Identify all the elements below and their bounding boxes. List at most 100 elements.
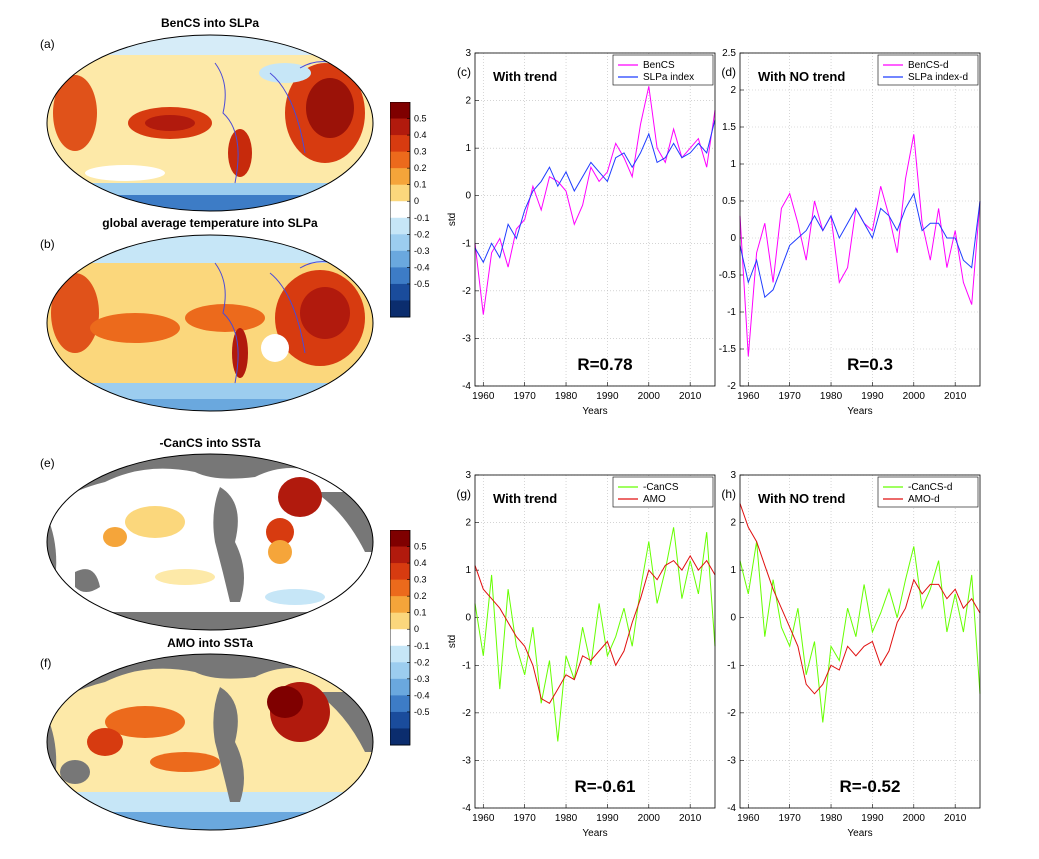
x-tick-label: 1980 xyxy=(555,391,578,402)
legend-entry: AMO-d xyxy=(908,494,940,505)
x-tick-label: 2010 xyxy=(944,391,967,402)
panel-label: (d) xyxy=(721,65,736,79)
colorbar-label: 0.4 xyxy=(414,130,427,140)
plot-area xyxy=(475,53,715,386)
x-tick-label: 1960 xyxy=(472,813,495,824)
panel-label-a: (a) xyxy=(40,37,55,51)
colorbar-label: 0.3 xyxy=(414,147,427,157)
colorbar-swatch xyxy=(390,678,410,696)
colorbar-swatch xyxy=(390,300,410,318)
colorbar-swatch xyxy=(390,250,410,268)
x-tick-label: 2010 xyxy=(944,813,967,824)
legend-box xyxy=(612,54,714,86)
series-line xyxy=(474,527,716,742)
colorbar-label: 0.1 xyxy=(414,180,427,190)
colorbar-bottom: 0.5 0.4 0.3 0.2 0.1 0 -0.1 -0.2 -0.3 -0.4 -0.5 xyxy=(389,529,450,757)
colorbar-label: -0.2 xyxy=(414,657,430,667)
legend-entry: SLPa index-d xyxy=(908,72,968,83)
colorbar-label: -0.5 xyxy=(414,279,430,289)
trend-annotation: With trend xyxy=(493,491,557,506)
y-tick-label: 1 xyxy=(730,159,736,170)
colorbar-swatch xyxy=(390,662,410,680)
y-tick-label: 2 xyxy=(730,518,736,529)
colorbar-label: 0.5 xyxy=(414,542,427,552)
x-tick-label: 1980 xyxy=(820,813,843,824)
legend-box xyxy=(877,476,979,508)
plot-area xyxy=(475,475,715,808)
x-tick-label: 1960 xyxy=(737,391,760,402)
colorbar-frame xyxy=(389,529,411,746)
x-tick-label: 2010 xyxy=(679,391,702,402)
colorbar-swatch xyxy=(390,184,410,202)
map-f-svg xyxy=(46,653,374,831)
chart-c-svg: 1960 1970 1980 1990 2000 2010 -4 -3 -2 -1 0 1 2 3 Year… xyxy=(447,48,716,417)
y-tick-label: 3 xyxy=(465,470,471,481)
y-tick-label: 2.5 xyxy=(722,48,736,59)
x-tick-label: 1970 xyxy=(779,813,802,824)
colorbar-swatch xyxy=(390,102,410,120)
map-b xyxy=(45,233,375,418)
y-tick-label: 0 xyxy=(730,233,736,244)
chart-c: 1960 1970 1980 1990 2000 2010 -4 -3 -2 -1 0 1 2 3 Year… xyxy=(445,45,725,430)
x-axis-label: Years xyxy=(847,406,872,417)
x-tick-label: 1960 xyxy=(472,391,495,402)
plot-frame xyxy=(739,52,981,387)
x-tick-label: 1970 xyxy=(514,813,537,824)
plot-area xyxy=(740,475,980,808)
map-title-b: global average temperature into SLPa xyxy=(102,216,318,230)
correlation-text: R=-0.52 xyxy=(840,777,901,796)
x-axis-label: Years xyxy=(582,828,607,839)
y-tick-label: 2 xyxy=(465,96,471,107)
colorbar-swatch xyxy=(390,579,410,597)
panel-label: (g) xyxy=(456,487,471,501)
colorbar-label: -0.3 xyxy=(414,674,430,684)
trend-annotation: With NO trend xyxy=(758,491,845,506)
correlation-text: R=-0.61 xyxy=(575,777,636,796)
colorbar-label: 0.3 xyxy=(414,575,427,585)
y-tick-label: 3 xyxy=(730,470,736,481)
correlation-text: R=0.78 xyxy=(577,355,632,374)
colorbar-swatch xyxy=(390,234,410,252)
colorbar-frame xyxy=(389,101,411,318)
map-e-svg xyxy=(46,453,374,631)
chart-g: 1960 1970 1980 1990 2000 2010 -4 -3 -2 -1 0 1 2 3 Year… xyxy=(445,467,725,857)
y-tick-label: -1 xyxy=(462,238,471,249)
y-tick-label: -3 xyxy=(727,755,736,766)
colorbar-label: 0.2 xyxy=(414,591,427,601)
y-tick-label: -3 xyxy=(462,333,471,344)
chart-h: 1960 1970 1980 1990 2000 2010 -4 -3 -2 -1 0 1 2 3 Year… xyxy=(710,467,990,857)
map-title-e: -CanCS into SSTa xyxy=(159,436,261,450)
y-tick-label: 1 xyxy=(465,565,471,576)
panel-label: (c) xyxy=(457,65,471,79)
legend-entry: BenCS-d xyxy=(908,60,949,71)
legend-entry: SLPa index xyxy=(643,72,694,83)
colorbar-swatch xyxy=(390,728,410,746)
chart-g-svg: 1960 1970 1980 1990 2000 2010 -4 -3 -2 -1 0 1 2 3 Year… xyxy=(447,470,716,839)
x-tick-label: 2000 xyxy=(638,813,661,824)
legend-entry: -CanCS xyxy=(643,482,679,493)
y-axis-label: std xyxy=(447,213,458,226)
panel-label-f: (f) xyxy=(40,656,52,670)
colorbar-label: 0.1 xyxy=(414,608,427,618)
y-tick-label: -2 xyxy=(462,708,471,719)
x-tick-label: 2000 xyxy=(903,391,926,402)
correlation-text: R=0.3 xyxy=(847,355,893,374)
x-tick-label: 1970 xyxy=(514,391,537,402)
colorbar-swatch xyxy=(390,283,410,301)
colorbar-swatch xyxy=(390,151,410,169)
colorbar-swatch xyxy=(390,612,410,630)
series-line xyxy=(739,503,981,695)
colorbar-label: 0.4 xyxy=(414,558,427,568)
y-tick-label: -1 xyxy=(727,660,736,671)
chart-d-svg: 1960 1970 1980 1990 2000 2010 -2 -1.5 -1 -0.5 0 0.5… xyxy=(719,48,981,417)
map-a-svg xyxy=(46,34,374,212)
map-a xyxy=(45,33,375,218)
y-tick-label: -1 xyxy=(462,660,471,671)
legend-box xyxy=(612,476,714,508)
x-tick-label: 1980 xyxy=(820,391,843,402)
y-tick-label: -2 xyxy=(727,381,736,392)
colorbar-label: 0.2 xyxy=(414,163,427,173)
y-tick-label: -2 xyxy=(727,708,736,719)
y-tick-label: -4 xyxy=(462,803,471,814)
panel-label-e: (e) xyxy=(40,456,55,470)
